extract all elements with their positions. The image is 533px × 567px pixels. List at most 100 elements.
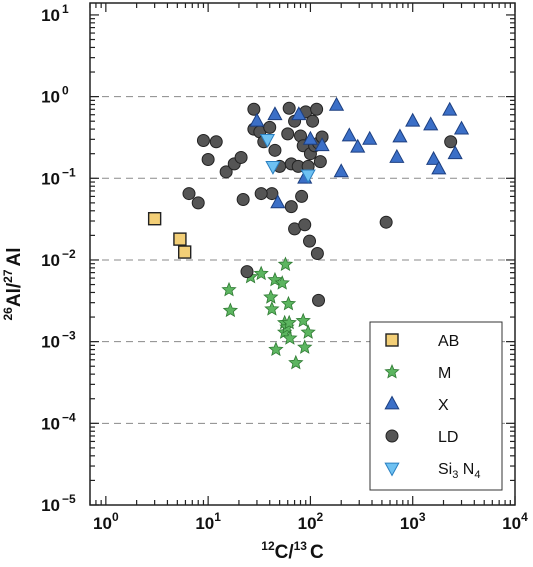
y-tick-label: 10 0 [41, 84, 69, 107]
y-tick-label: 10 −2 [41, 247, 76, 270]
plot-frame [89, 2, 516, 506]
data-point-ld [219, 165, 233, 179]
y-axis-title-mid: Al/ [4, 282, 25, 307]
legend-item-ab: AB [385, 333, 459, 350]
data-point-ld [196, 134, 210, 148]
data-point-m [274, 275, 290, 290]
legend-label-ab: AB [438, 333, 459, 350]
data-point-x [405, 112, 421, 127]
data-point-ld [209, 135, 223, 149]
series-ld [182, 101, 458, 307]
legend-item-si3n4: Si3 N4 [384, 461, 480, 481]
legend-label-x: X [438, 397, 449, 414]
legend-item-ld: LD [385, 429, 458, 446]
y-tick-label: 10 1 [41, 2, 69, 25]
data-point-m [300, 324, 316, 339]
x-tick-label: 104 [502, 510, 528, 533]
series-si3n4 [259, 133, 316, 184]
data-point-ld [236, 192, 250, 206]
data-point-x [333, 163, 349, 178]
data-point-ab [177, 245, 192, 259]
data-point-x [291, 106, 307, 121]
y-tick-label: 10 −4 [41, 410, 76, 433]
x-axis-title-base: C/ [275, 542, 295, 563]
legend-label-m: M [438, 365, 451, 382]
legend-label-ld: LD [438, 429, 458, 446]
data-point-m [268, 341, 284, 357]
legend-marker-ab [385, 333, 399, 347]
data-point-si3n4 [265, 160, 281, 175]
legend-item-m: M [384, 363, 451, 382]
data-point-m [282, 330, 298, 345]
legend: AB MX LD Si3 N4 [369, 321, 503, 491]
y-axis-title-sup2: 27 [1, 269, 15, 283]
x-axis-title-end: C [310, 542, 324, 563]
y-tick-label: 10 −3 [41, 329, 76, 352]
data-point-si3n4 [300, 169, 316, 184]
data-point-ld [444, 135, 458, 149]
data-point-x [425, 150, 442, 165]
data-point-ld [240, 265, 254, 279]
y-axis-title-end: Al [4, 248, 25, 267]
data-point-x [267, 106, 283, 121]
x-tick-label: 100 [93, 510, 119, 533]
data-point-ld [254, 187, 268, 201]
data-markers [147, 96, 470, 370]
data-point-ab [173, 232, 187, 246]
data-point-ld [281, 127, 295, 141]
data-point-x [350, 138, 366, 153]
data-point-ld [313, 155, 327, 169]
x-axis-title-sup1: 12 [261, 539, 275, 553]
data-point-si3n4 [259, 133, 276, 148]
data-point-x [362, 130, 378, 145]
y-axis-title: 26Al/27 Al [1, 248, 25, 321]
data-point-m [288, 354, 304, 370]
series-x [249, 96, 470, 209]
data-point-ld [306, 114, 320, 128]
data-point-x [270, 194, 286, 209]
data-point-x [314, 137, 330, 152]
data-point-ld [191, 196, 205, 210]
x-tick-label: 101 [195, 510, 221, 533]
x-tick-label: 103 [400, 510, 426, 533]
data-point-x [453, 120, 470, 135]
data-point-x [328, 96, 345, 111]
data-point-x [389, 148, 405, 163]
data-point-m [297, 339, 313, 354]
legend-item-x: X [384, 395, 449, 414]
data-point-x [249, 112, 265, 127]
data-point-x [447, 145, 463, 160]
data-point-ld [182, 187, 196, 201]
series-ab [147, 212, 192, 259]
data-point-ld [312, 293, 326, 307]
legend-marker-m [384, 363, 400, 379]
data-point-ld [310, 102, 324, 116]
data-point-m [280, 295, 297, 311]
data-point-ab [147, 212, 162, 226]
data-point-x [302, 130, 319, 145]
data-point-ld [298, 218, 312, 232]
data-point-x [341, 127, 357, 142]
y-tick-label: 10 −1 [41, 165, 76, 188]
x-axis: 100 101 102 103 104 [89, 3, 528, 533]
legend-marker-ld [385, 429, 399, 443]
data-point-m [253, 265, 269, 281]
data-point-x [431, 160, 447, 175]
data-point-ld [295, 189, 309, 203]
data-point-ld [379, 215, 393, 229]
data-point-m [281, 314, 297, 330]
data-point-ld [247, 102, 261, 116]
data-point-ld [303, 234, 317, 248]
legend-marker-x [384, 395, 400, 410]
data-point-x [423, 116, 439, 131]
y-axis-title-sup1: 26 [1, 307, 15, 321]
data-point-ld [234, 150, 248, 164]
legend-marker-si3n4 [384, 462, 400, 477]
x-axis-title: 12C/13 C [261, 539, 324, 563]
data-point-ld [268, 143, 282, 157]
data-point-m [263, 289, 279, 304]
x-tick-label: 102 [298, 510, 324, 533]
data-point-ld [263, 120, 277, 134]
